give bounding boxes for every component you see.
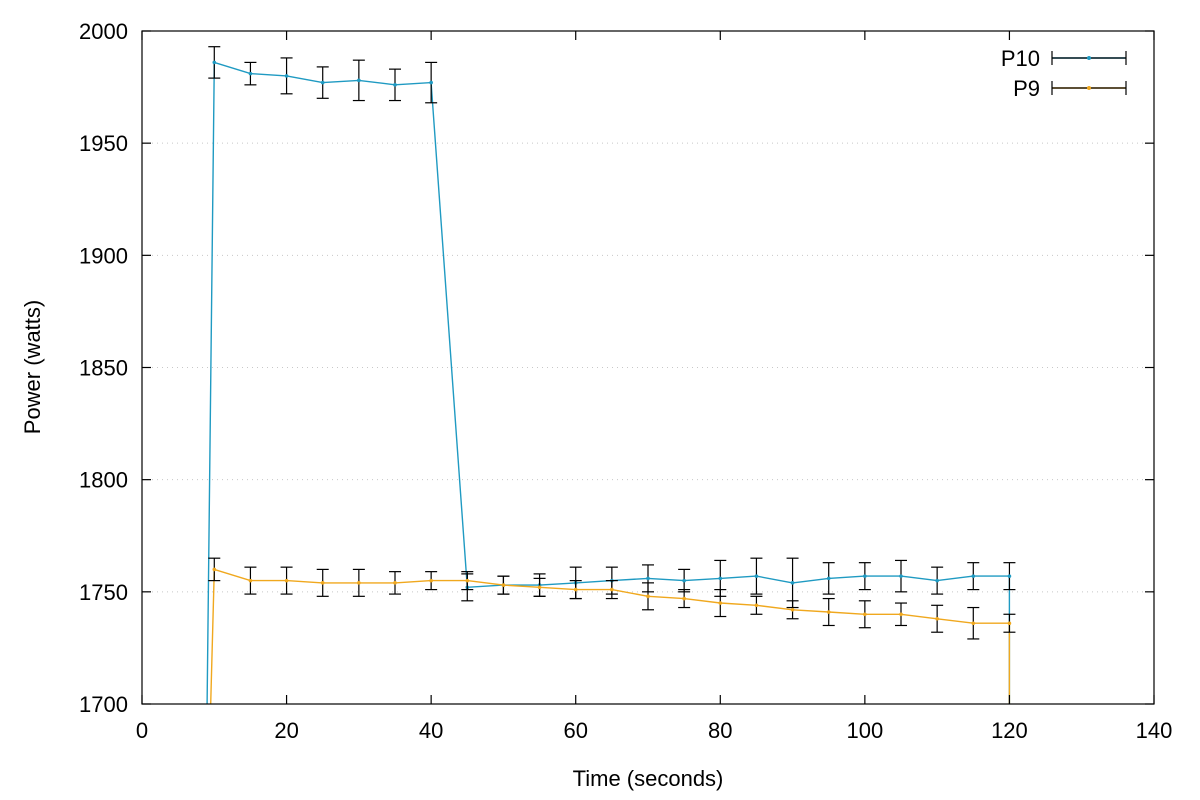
data-point: [718, 576, 723, 581]
data-point: [537, 585, 542, 590]
data-point: [718, 601, 723, 605]
data-point: [971, 621, 976, 626]
y-tick-label: 1850: [79, 356, 128, 381]
data-point: [826, 610, 831, 614]
data-point: [790, 581, 795, 585]
data-point: [826, 576, 831, 581]
x-tick-label: 120: [991, 718, 1028, 743]
y-tick-label: 2000: [79, 19, 128, 44]
x-tick-label: 140: [1136, 718, 1173, 743]
data-point: [863, 612, 867, 617]
legend-item-p10: P10: [1001, 46, 1127, 71]
data-point: [501, 583, 506, 587]
data-point: [971, 574, 976, 578]
data-point: [465, 578, 470, 583]
data-point: [610, 587, 614, 592]
legend-point: [1087, 86, 1091, 90]
series-p9: [208, 557, 1016, 705]
data-point: [754, 603, 759, 608]
data-point: [248, 578, 253, 583]
legend-label: P10: [1001, 46, 1040, 71]
data-point: [899, 612, 903, 617]
x-tick-label: 20: [274, 718, 298, 743]
data-point: [935, 616, 939, 621]
x-tick-label: 40: [419, 718, 443, 743]
legend-label: P9: [1013, 76, 1040, 101]
x-tick-label: 60: [563, 718, 587, 743]
y-tick-label: 1950: [79, 131, 128, 156]
series-line-p10: [206, 61, 1011, 705]
data-point: [573, 587, 578, 592]
axis-ticks: 1700 1750 1800 1850 1900 1950 2000 0 20 40 60 80 100…: [79, 19, 1172, 743]
data-point: [429, 578, 433, 583]
data-point: [393, 83, 397, 87]
legend-point: [1087, 56, 1091, 60]
data-point: [754, 574, 759, 578]
data-point: [212, 60, 217, 65]
data-point: [320, 581, 325, 585]
data-point: [1007, 621, 1012, 626]
x-tick-label: 0: [136, 718, 148, 743]
series-layer: [206, 46, 1016, 705]
data-point: [357, 581, 361, 585]
x-tick-label: 80: [708, 718, 732, 743]
x-axis-title: Time (seconds): [573, 766, 724, 791]
y-tick-label: 1700: [79, 692, 128, 717]
data-point: [899, 574, 903, 578]
data-point: [682, 596, 686, 601]
data-point: [284, 74, 289, 78]
series-line-p9: [210, 568, 1011, 705]
y-axis-title: Power (watts): [20, 300, 45, 434]
data-point: [1007, 574, 1012, 578]
data-point: [790, 607, 795, 612]
data-point: [682, 578, 686, 583]
data-point: [935, 578, 939, 583]
legend-item-p9: P9: [1013, 76, 1127, 101]
data-point: [320, 80, 325, 85]
grid-lines: [142, 142, 1154, 593]
data-point: [429, 80, 433, 85]
y-tick-label: 1900: [79, 243, 128, 268]
data-point: [284, 578, 289, 583]
data-point: [357, 78, 361, 83]
data-point: [212, 567, 217, 572]
series-p10: [206, 46, 1016, 705]
y-tick-label: 1750: [79, 580, 128, 605]
x-tick-label: 100: [846, 718, 883, 743]
data-point: [646, 576, 650, 581]
data-point: [393, 581, 397, 585]
y-tick-label: 1800: [79, 468, 128, 493]
data-point: [863, 574, 867, 578]
data-point: [646, 594, 650, 599]
data-point: [248, 71, 253, 76]
